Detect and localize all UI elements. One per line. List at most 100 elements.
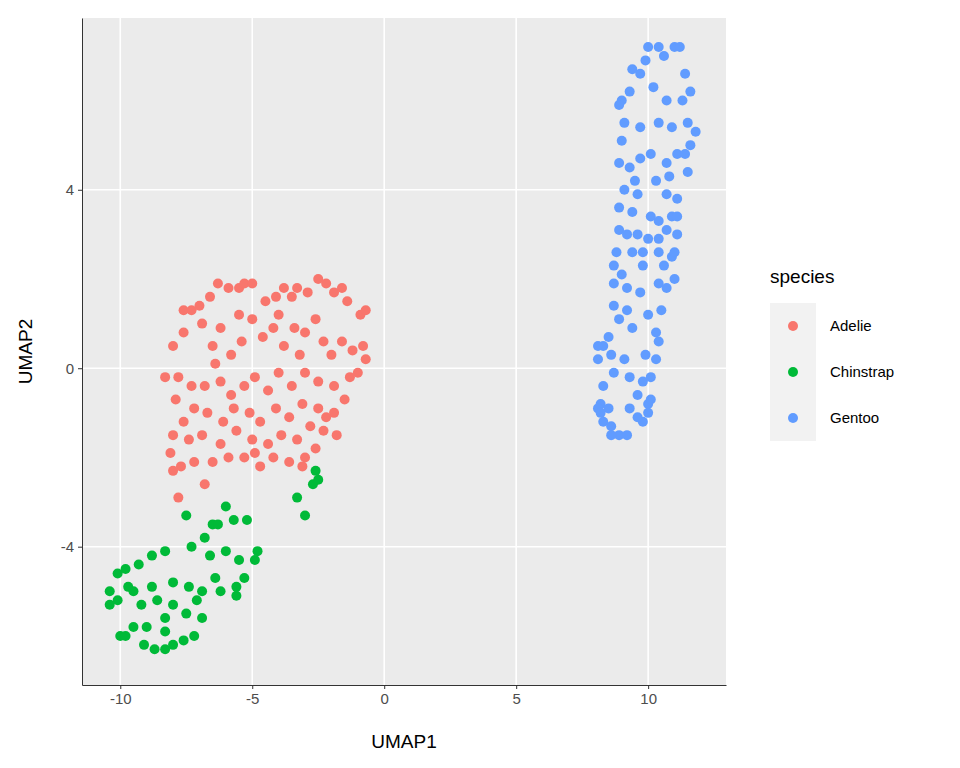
point — [271, 403, 281, 413]
tick: 5 — [513, 685, 521, 707]
tick-label: 0 — [66, 360, 74, 377]
point — [147, 582, 157, 592]
grid-line-y — [82, 546, 726, 548]
point — [292, 493, 302, 503]
tick-mark — [252, 685, 253, 689]
point — [606, 350, 616, 360]
point — [340, 394, 350, 404]
point — [189, 403, 199, 413]
point — [200, 479, 210, 489]
point — [691, 127, 701, 137]
point — [311, 444, 321, 454]
point — [216, 323, 226, 333]
point — [205, 292, 215, 302]
point — [128, 622, 138, 632]
point — [609, 261, 619, 271]
point — [300, 368, 310, 378]
point — [667, 122, 677, 132]
point — [300, 510, 310, 520]
point — [643, 408, 653, 418]
point — [635, 287, 645, 297]
point — [622, 229, 632, 239]
point — [226, 350, 236, 360]
point — [625, 162, 635, 172]
point — [284, 412, 294, 422]
point — [633, 229, 643, 239]
point — [361, 305, 371, 315]
point — [289, 323, 299, 333]
point — [221, 502, 231, 512]
x-axis: -10-50510 — [83, 685, 727, 707]
point — [311, 466, 321, 476]
point — [643, 42, 653, 52]
point — [258, 332, 268, 342]
point — [593, 341, 603, 351]
tick-mark — [384, 685, 385, 689]
tick-mark — [78, 547, 82, 548]
point — [358, 341, 368, 351]
y-axis-title: UMAP2 — [15, 319, 36, 384]
point — [654, 118, 664, 128]
tick-mark — [648, 685, 649, 689]
point — [239, 573, 249, 583]
point — [654, 216, 664, 226]
legend: speciesAdelieChinstrapGentoo — [770, 266, 894, 441]
point — [226, 390, 236, 400]
grid-line-x — [383, 18, 385, 685]
point — [342, 296, 352, 306]
point — [646, 394, 656, 404]
point — [662, 158, 672, 168]
series-2 — [593, 42, 701, 440]
point — [635, 154, 645, 164]
point — [139, 640, 149, 650]
point — [197, 586, 207, 596]
tick: 10 — [640, 685, 657, 707]
legend-marker — [788, 321, 798, 331]
point — [239, 381, 249, 391]
point — [147, 551, 157, 561]
point — [234, 310, 244, 320]
tick: 0 — [66, 360, 82, 377]
point — [292, 283, 302, 293]
tick-mark — [78, 368, 82, 369]
point — [353, 368, 363, 378]
point — [641, 55, 651, 65]
legend-label: Chinstrap — [830, 363, 894, 380]
point — [630, 176, 640, 186]
point — [593, 354, 603, 364]
point — [675, 42, 685, 52]
tick: 0 — [381, 685, 389, 707]
point — [617, 136, 627, 146]
tick: -4 — [61, 538, 82, 555]
point — [332, 430, 342, 440]
point — [604, 332, 614, 342]
tick-label: 0 — [381, 690, 389, 707]
point — [654, 42, 664, 52]
point — [654, 247, 664, 257]
point — [168, 466, 178, 476]
point — [614, 203, 624, 213]
point — [152, 595, 162, 605]
point — [231, 591, 241, 601]
point — [680, 69, 690, 79]
point — [279, 341, 289, 351]
grid-line-x — [119, 18, 121, 685]
point — [247, 314, 257, 324]
point — [659, 261, 669, 271]
series-1 — [105, 466, 324, 654]
point — [638, 247, 648, 257]
point — [662, 96, 672, 106]
point — [633, 390, 643, 400]
point — [627, 247, 637, 257]
axis-line — [83, 685, 727, 686]
legend-label: Adelie — [830, 317, 872, 334]
point — [313, 403, 323, 413]
point — [641, 350, 651, 360]
point — [614, 158, 624, 168]
point — [635, 122, 645, 132]
point — [202, 408, 212, 418]
point — [625, 87, 635, 97]
tick: -5 — [246, 685, 259, 707]
point — [134, 560, 144, 570]
point — [200, 381, 210, 391]
